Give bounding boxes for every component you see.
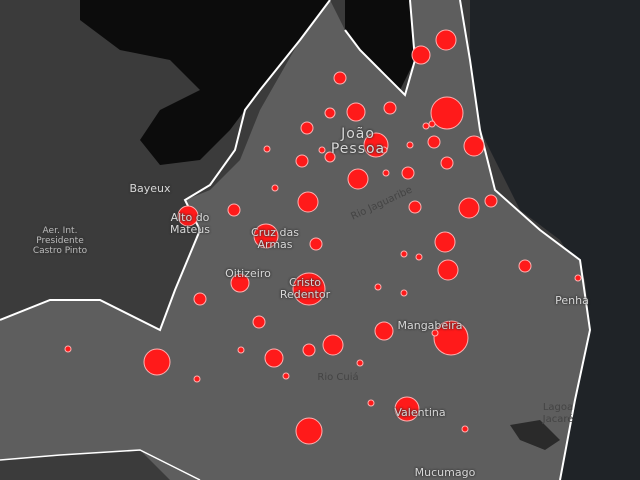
label-penha: Penha: [555, 294, 589, 307]
case-marker[interactable]: [347, 168, 369, 190]
label-lagoa: Lagoa Jacaré: [542, 402, 574, 425]
label-oitizeiro: Oitizeiro: [225, 267, 271, 280]
secondary-boundary: [0, 449, 201, 480]
case-marker[interactable]: [458, 197, 480, 219]
case-marker[interactable]: [431, 329, 439, 337]
case-marker[interactable]: [518, 259, 532, 273]
case-marker[interactable]: [252, 315, 266, 329]
label-airport: Aer. Int. Presidente Castro Pinto: [32, 226, 88, 256]
case-marker[interactable]: [64, 345, 72, 353]
case-marker[interactable]: [382, 169, 390, 177]
case-marker[interactable]: [322, 334, 344, 356]
case-marker[interactable]: [282, 372, 290, 380]
case-marker[interactable]: [143, 348, 171, 376]
case-marker[interactable]: [433, 320, 469, 356]
case-marker[interactable]: [406, 141, 414, 149]
case-marker[interactable]: [484, 194, 498, 208]
case-marker[interactable]: [422, 122, 430, 130]
case-marker[interactable]: [177, 205, 199, 227]
case-marker[interactable]: [574, 274, 582, 282]
case-marker[interactable]: [380, 146, 388, 154]
label-valentina: Valentina: [394, 406, 446, 419]
case-marker[interactable]: [461, 425, 469, 433]
case-marker[interactable]: [440, 156, 454, 170]
case-marker[interactable]: [264, 348, 284, 368]
case-marker[interactable]: [430, 96, 464, 130]
case-marker[interactable]: [292, 272, 326, 306]
case-marker[interactable]: [346, 102, 366, 122]
label-cristo-redentor: Cristo Redentor: [279, 276, 331, 301]
case-marker[interactable]: [297, 191, 319, 213]
label-mangabeira: Mangabeira: [397, 319, 463, 332]
case-marker[interactable]: [295, 154, 309, 168]
case-marker[interactable]: [302, 343, 316, 357]
case-marker[interactable]: [374, 283, 382, 291]
case-markers: [64, 29, 582, 445]
label-joao-pessoa: João Pessoa: [330, 126, 386, 157]
case-marker[interactable]: [309, 237, 323, 251]
label-bayeux: Bayeux: [129, 182, 171, 195]
case-marker[interactable]: [428, 120, 436, 128]
label-mucumago: Mucumago: [414, 466, 476, 479]
water-estuary: [80, 0, 330, 165]
case-marker[interactable]: [400, 289, 408, 297]
case-marker[interactable]: [374, 321, 394, 341]
case-marker[interactable]: [367, 399, 375, 407]
case-marker[interactable]: [437, 259, 459, 281]
case-marker[interactable]: [227, 203, 241, 217]
case-marker[interactable]: [411, 45, 431, 65]
case-marker[interactable]: [435, 29, 457, 51]
label-cruz-das-armas: Cruz das Armas: [251, 226, 299, 251]
water-river-north: [345, 0, 415, 90]
case-marker[interactable]: [427, 135, 441, 149]
case-marker[interactable]: [394, 396, 420, 422]
lagoon: [510, 420, 560, 450]
case-marker[interactable]: [463, 135, 485, 157]
case-marker[interactable]: [271, 184, 279, 192]
case-marker[interactable]: [295, 417, 323, 445]
case-marker[interactable]: [400, 250, 408, 258]
case-marker[interactable]: [356, 359, 364, 367]
case-marker[interactable]: [324, 107, 336, 119]
case-marker[interactable]: [263, 145, 271, 153]
case-marker[interactable]: [401, 166, 415, 180]
case-marker[interactable]: [193, 292, 207, 306]
case-marker[interactable]: [333, 71, 347, 85]
case-marker[interactable]: [408, 200, 422, 214]
case-marker[interactable]: [230, 273, 250, 293]
case-marker[interactable]: [324, 151, 336, 163]
case-marker[interactable]: [300, 121, 314, 135]
label-rio-cuia: Rio Cuiá: [317, 372, 359, 383]
case-marker[interactable]: [434, 231, 456, 253]
case-marker[interactable]: [318, 146, 326, 154]
case-marker[interactable]: [253, 223, 279, 249]
case-marker[interactable]: [237, 346, 245, 354]
label-alto-do-mateus: Alto do Mateus: [169, 211, 211, 236]
case-marker[interactable]: [383, 101, 397, 115]
case-marker[interactable]: [193, 375, 201, 383]
case-marker[interactable]: [415, 253, 423, 261]
